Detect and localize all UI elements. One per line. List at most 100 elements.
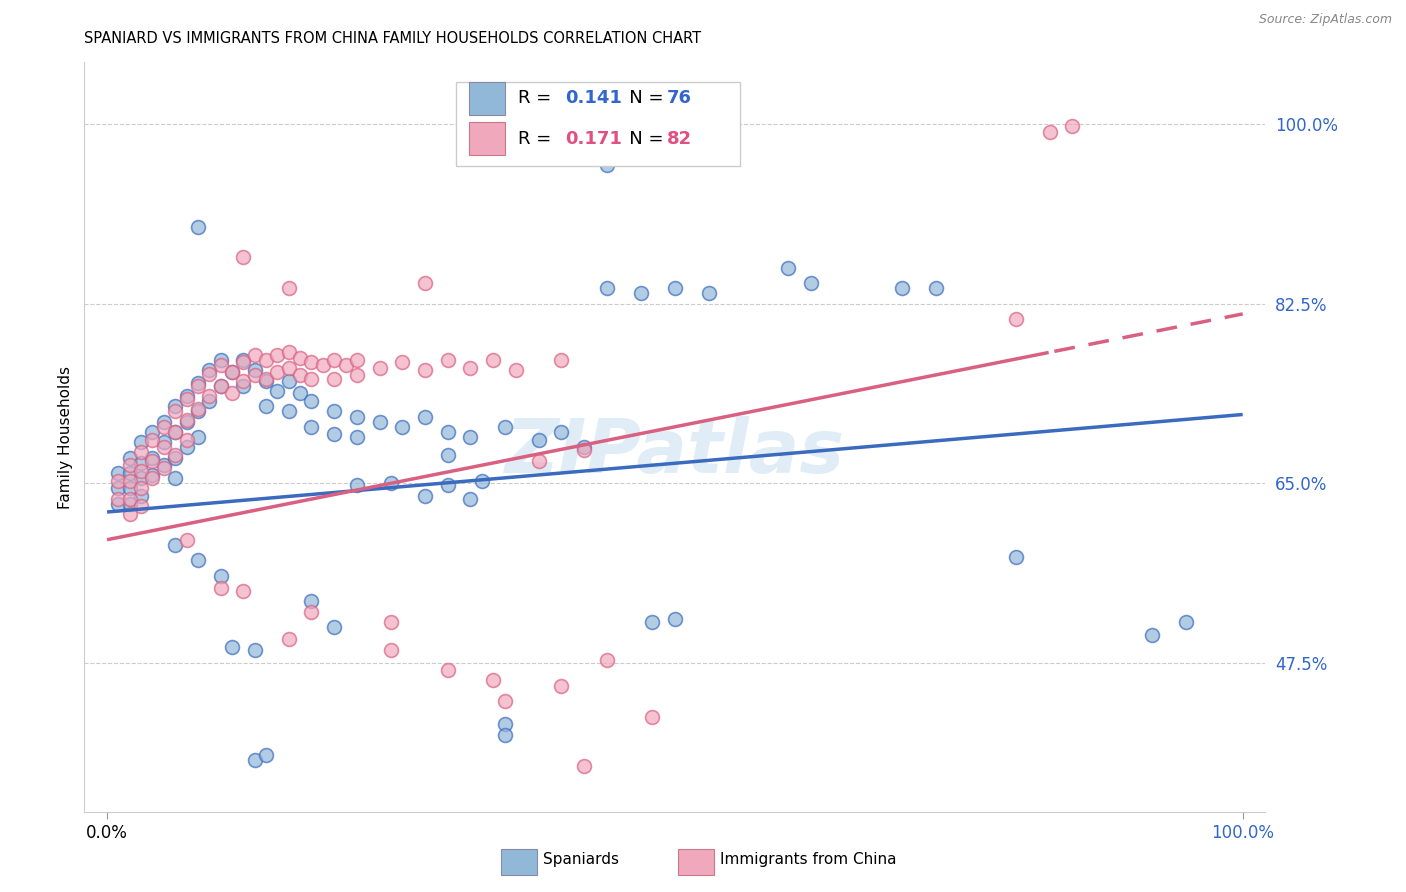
Point [254, 399, 277, 413]
Point [165, 399, 187, 413]
Point [436, 663, 458, 677]
Point [232, 355, 254, 369]
Point [323, 404, 346, 418]
Point [460, 361, 482, 376]
Text: R =: R = [517, 89, 557, 107]
Point [288, 368, 311, 383]
Point [176, 392, 198, 406]
Point [301, 419, 323, 434]
Point [572, 443, 595, 458]
Point [176, 433, 198, 447]
Point [254, 374, 277, 388]
Point [232, 353, 254, 368]
Point [277, 374, 299, 388]
Point [243, 368, 266, 383]
Point [165, 425, 187, 439]
Point [436, 478, 458, 492]
Point [187, 430, 209, 444]
Point [118, 458, 141, 472]
Point [413, 276, 436, 290]
Text: N =: N = [612, 129, 669, 147]
Point [165, 404, 187, 418]
Point [800, 276, 823, 290]
Point [165, 450, 187, 465]
Point [243, 363, 266, 377]
Point [176, 533, 198, 547]
Point [107, 497, 129, 511]
Point [471, 474, 494, 488]
Point [129, 445, 152, 459]
Point [380, 615, 402, 629]
Point [596, 653, 619, 667]
Point [641, 615, 664, 629]
Point [346, 478, 368, 492]
Point [129, 489, 152, 503]
Point [243, 642, 266, 657]
Point [176, 415, 198, 429]
Point [1004, 312, 1026, 326]
Point [141, 471, 163, 485]
Point [482, 353, 505, 368]
Text: 76: 76 [666, 89, 692, 107]
Point [277, 344, 299, 359]
Point [129, 471, 152, 485]
Text: 0.171: 0.171 [565, 129, 621, 147]
Text: Immigrants from China: Immigrants from China [720, 852, 896, 867]
Point [550, 353, 572, 368]
Point [301, 355, 323, 369]
Point [527, 433, 550, 447]
FancyBboxPatch shape [470, 122, 505, 155]
Point [301, 394, 323, 409]
Point [266, 384, 288, 398]
Point [460, 430, 482, 444]
Point [209, 353, 232, 368]
Point [550, 425, 572, 439]
Point [301, 594, 323, 608]
Point [232, 584, 254, 599]
FancyBboxPatch shape [470, 82, 505, 115]
Point [494, 419, 516, 434]
Point [141, 450, 163, 465]
Point [153, 415, 176, 429]
Point [153, 419, 176, 434]
Point [323, 620, 346, 634]
Point [198, 363, 221, 377]
Point [266, 366, 288, 380]
Point [891, 281, 914, 295]
Point [288, 386, 311, 401]
Point [346, 353, 368, 368]
Point [176, 389, 198, 403]
Point [198, 368, 221, 382]
FancyBboxPatch shape [502, 849, 537, 875]
Point [129, 499, 152, 513]
Point [277, 361, 299, 376]
Point [209, 378, 232, 392]
Point [301, 605, 323, 619]
Point [323, 353, 346, 368]
Point [288, 351, 311, 365]
Point [198, 389, 221, 403]
Point [187, 404, 209, 418]
Y-axis label: Family Households: Family Households [58, 366, 73, 508]
Point [335, 358, 357, 372]
Point [107, 482, 129, 496]
Point [312, 358, 335, 372]
Point [527, 453, 550, 467]
Point [107, 474, 129, 488]
Point [165, 538, 187, 552]
Point [165, 448, 187, 462]
Point [301, 371, 323, 385]
Point [209, 581, 232, 595]
Point [368, 361, 391, 376]
Point [187, 402, 209, 417]
Point [1140, 628, 1163, 642]
Point [550, 680, 572, 694]
Point [187, 378, 209, 392]
Point [221, 386, 243, 401]
Point [232, 251, 254, 265]
Point [209, 378, 232, 392]
Point [266, 348, 288, 362]
Point [346, 368, 368, 383]
Point [368, 415, 391, 429]
Point [153, 441, 176, 455]
